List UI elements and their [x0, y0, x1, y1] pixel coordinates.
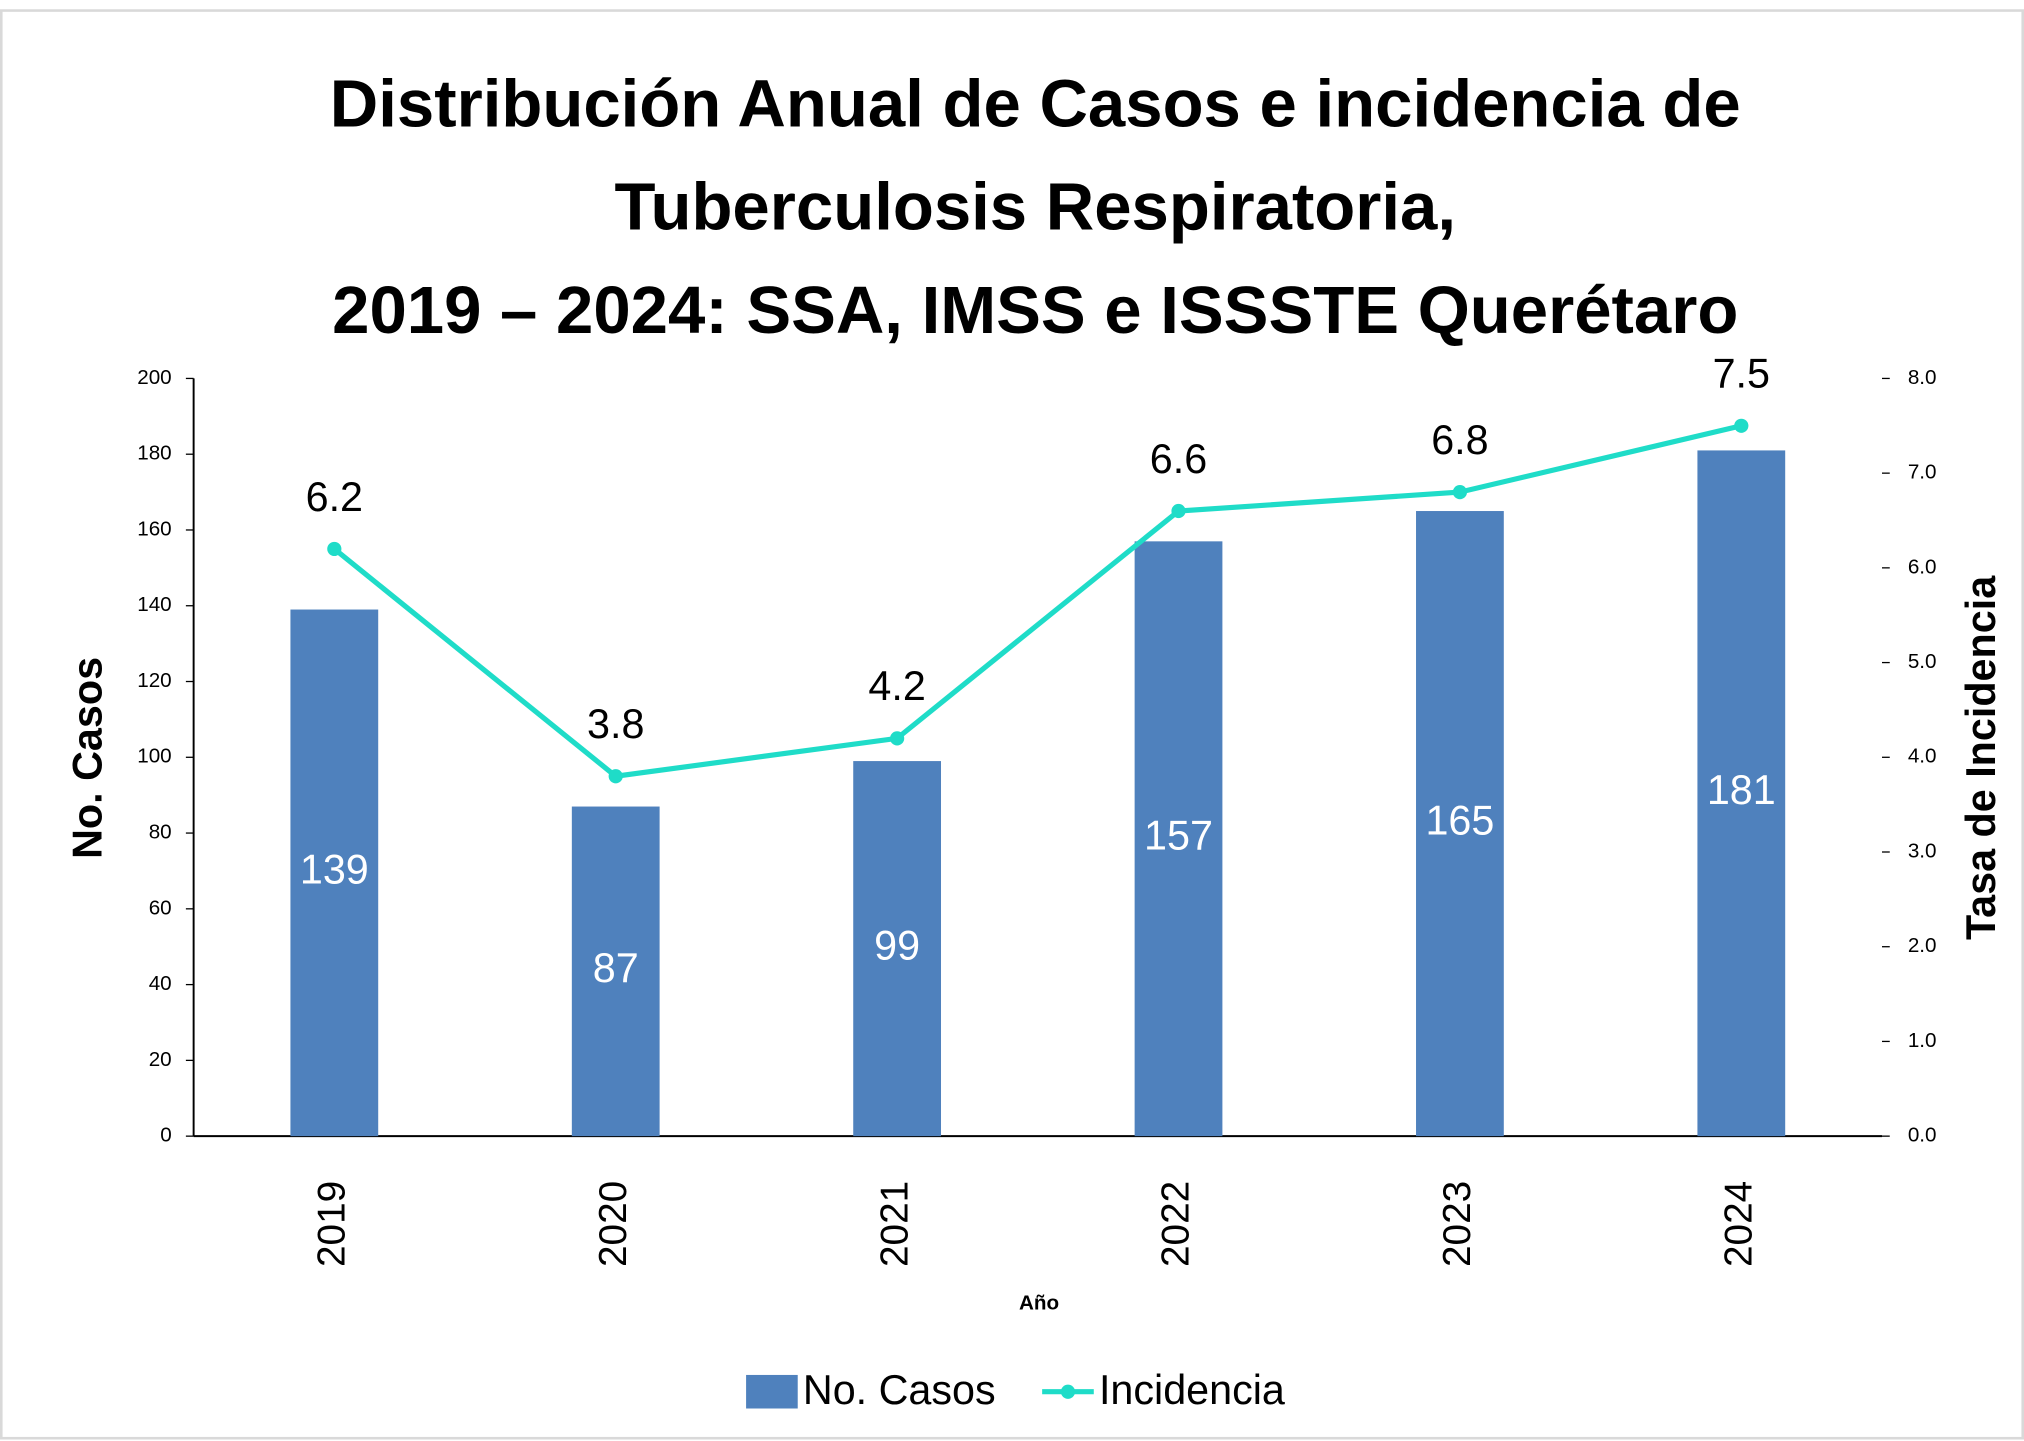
line-point [1734, 418, 1749, 433]
line [332, 423, 1742, 779]
y2-tick-label: 7.0 [1908, 461, 1937, 484]
x-tick-label: 2022 [1155, 1181, 1198, 1267]
y2-tick-label: 3.0 [1908, 839, 1937, 862]
y2-tick-label: 4.0 [1908, 745, 1937, 768]
bar-value-label: 165 [1425, 797, 1494, 843]
bar [853, 761, 942, 1137]
x-tick-label: 2021 [873, 1181, 916, 1267]
chart-title: 2019 – 2024: SSA, IMSS e ISSSTE Querétar… [332, 273, 1738, 348]
bar-value-label: 139 [300, 847, 369, 893]
x-tick-label: 2019 [311, 1181, 354, 1267]
line-point [608, 769, 623, 784]
x-tick-label: 2020 [592, 1181, 635, 1267]
x-tick-label: 2024 [1718, 1181, 1761, 1267]
legend-swatch [746, 1374, 798, 1409]
y-tick-label: 100 [137, 745, 171, 768]
line-value-label: 3.8 [587, 701, 644, 747]
y2-tick-label: 8.0 [1908, 366, 1937, 389]
y2-tick-label: 5.0 [1908, 650, 1937, 673]
bar-value-label: 181 [1707, 767, 1776, 813]
x-tick-label: 2023 [1436, 1181, 1479, 1267]
line-point [327, 541, 342, 557]
bar [1697, 450, 1786, 1137]
line-value-label: 6.8 [1431, 417, 1488, 463]
y2-tick-label: 1.0 [1908, 1029, 1937, 1052]
bar [571, 806, 660, 1137]
line-value-label: 6.6 [1150, 436, 1207, 482]
bar-value-label: 157 [1144, 813, 1213, 859]
y2-tick-label: 0.0 [1908, 1124, 1937, 1147]
y-tick-label: 200 [137, 366, 171, 389]
chart-title: Tuberculosis Respiratoria, [614, 170, 1456, 245]
line-value-label: 7.5 [1713, 351, 1770, 397]
legend-label: Incidencia [1099, 1367, 1285, 1413]
bar-value-label: 87 [593, 945, 639, 991]
bar [1416, 511, 1504, 1137]
y-tick-label: 40 [149, 972, 172, 995]
y-tick-label: 20 [149, 1048, 172, 1071]
bar-value-label: 99 [874, 923, 920, 969]
y-tick-label: 140 [137, 593, 171, 616]
y2-tick-label: 6.0 [1908, 555, 1937, 578]
y-tick-label: 160 [137, 517, 171, 540]
line-value-label: 4.2 [868, 663, 925, 709]
y-tick-label: 0 [160, 1124, 171, 1147]
bar [1134, 541, 1223, 1137]
line-point [890, 731, 905, 746]
line-point [1452, 484, 1468, 500]
y-tick-label: 120 [137, 669, 171, 692]
bar [290, 609, 379, 1137]
y2-tick-label: 2.0 [1908, 934, 1937, 957]
chart-title: Distribución Anual de Casos e incidencia… [330, 66, 1741, 141]
line-point [1171, 503, 1186, 519]
y-tick-label: 80 [149, 821, 172, 844]
y2-axis-title: Tasa de Incidencia [1958, 575, 2004, 940]
legend-swatch [1060, 1384, 1076, 1399]
x-axis-title: Año [1019, 1291, 1059, 1314]
y-axis-title: No. Casos [64, 657, 110, 859]
line-value-label: 6.2 [306, 474, 363, 520]
y-tick-label: 60 [149, 896, 172, 919]
legend-label: No. Casos [803, 1367, 996, 1413]
y-tick-label: 180 [137, 442, 171, 465]
